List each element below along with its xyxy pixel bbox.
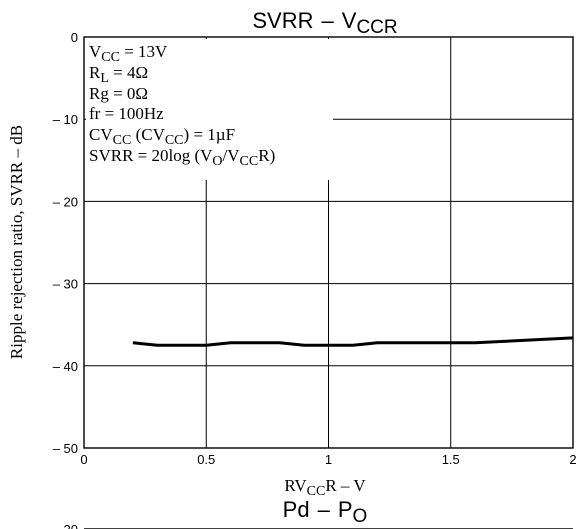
chart-title: SVRR – VCCR [252,8,397,38]
conditions-text: VCC = 13V RL = 4Ω Rg = 0Ω fr = 100Hz CVC… [89,42,275,169]
condition-cvcc: CVCC (CVCC) = 1µF [89,125,235,148]
x-tick-labels: 0 0.5 1 1.5 2 [80,452,576,467]
x-tick-label: 0 [80,452,87,467]
chart2-partial-tick-label: 20 [64,522,78,529]
y-tick-label: – 30 [53,277,78,292]
y-tick-label: – 50 [53,441,78,456]
conditions-box [86,39,333,180]
condition-svrr: SVRR = 20log (VO/VCCR) [89,146,275,169]
y-axis-label: Ripple rejection ratio, SVRR – dB [7,125,26,359]
y-tick-label: 0 [71,30,78,45]
y-tick-label: – 10 [53,112,78,127]
condition-vcc: VCC = 13V [89,42,168,65]
chart2-title: Pd – PO [283,497,368,527]
x-axis-label: RVCCR – V [284,476,366,499]
condition-rl: RL = 4Ω [89,63,148,86]
x-tick-label: 1 [325,452,332,467]
condition-rg: Rg = 0Ω [89,84,148,103]
x-tick-label: 0.5 [197,452,215,467]
x-tick-label: 1.5 [442,452,460,467]
y-tick-labels: 0 – 10 – 20 – 30 – 40 – 50 [53,30,78,456]
condition-fr: fr = 100Hz [89,104,164,123]
y-tick-label: – 20 [53,194,78,209]
y-tick-label: – 40 [53,359,78,374]
series-line [132,336,574,347]
x-tick-label: 2 [569,452,576,467]
